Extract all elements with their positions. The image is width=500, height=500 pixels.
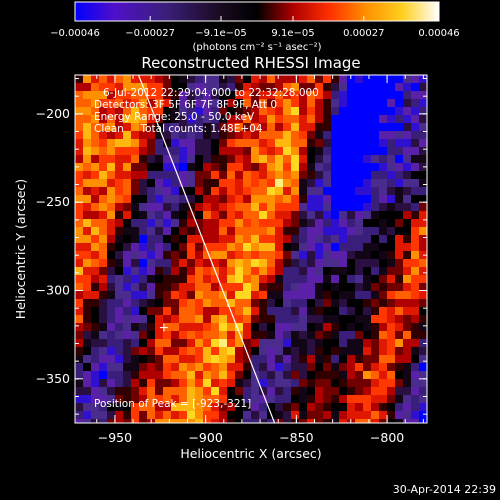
colorbar <box>74 1 440 22</box>
x-tick-label: −950 <box>98 430 132 445</box>
heatmap-image <box>75 75 427 423</box>
colorbar-tick-label: 0.00046 <box>418 28 459 39</box>
annotation-block: 6-Jul-2012 22:29:04.000 to 22:32:28.000 … <box>94 87 319 410</box>
y-tick-label: −200 <box>36 106 70 121</box>
x-tick-label: −850 <box>279 430 313 445</box>
colorbar-tick-label: −0.00027 <box>125 28 175 39</box>
clean-counts-text: Clean Total counts: 1.48E+04 <box>94 123 263 135</box>
peak-position-text: Position of Peak = [-923,-321] <box>94 398 251 410</box>
time-range-text: 6-Jul-2012 22:29:04.000 to 22:32:28.000 <box>103 87 319 99</box>
y-tick-label: −300 <box>36 283 70 298</box>
colorbar-tick-label: 9.1e−05 <box>271 28 314 39</box>
chart-title: Reconstructed RHESSI Image <box>141 54 360 72</box>
solar-limb-line <box>137 75 276 423</box>
axis-ticks: −950 −900 −850 −800 −200 −250 −300 −350 <box>36 75 427 445</box>
colorbar-ticks: −0.00046 −0.00027 −9.1e−05 9.1e−05 0.00027 0.… <box>50 16 460 39</box>
colorbar-tick-label: 0.00027 <box>343 28 384 39</box>
x-tick-label: −900 <box>188 430 222 445</box>
y-axis-label: Heliocentric Y (arcsec) <box>13 179 28 319</box>
colorbar-unit-label: (photons cm⁻² s⁻¹ asec⁻²) <box>192 42 321 53</box>
detectors-text: Detectors: 3F 5F 6F 7F 8F 9F, Att 0 <box>94 99 277 111</box>
footer-timestamp: 30-Apr-2014 22:39 <box>393 483 496 496</box>
colorbar-tick-label: −9.1e−05 <box>195 28 247 39</box>
plot-frame <box>74 74 428 424</box>
peak-marker <box>159 323 168 332</box>
y-tick-label: −350 <box>36 371 70 386</box>
energy-range-text: Energy Range: 25.0 - 50.0 keV <box>94 111 255 123</box>
x-tick-label: −800 <box>370 430 404 445</box>
colorbar-tick-label: −0.00046 <box>50 28 100 39</box>
y-tick-label: −250 <box>36 194 70 209</box>
x-axis-label: Heliocentric X (arcsec) <box>180 446 321 461</box>
